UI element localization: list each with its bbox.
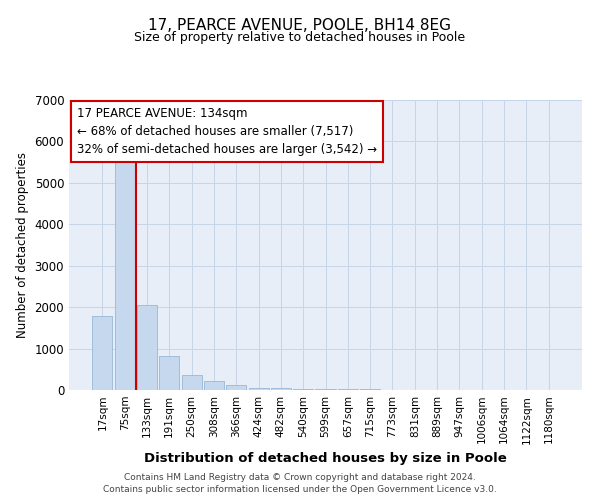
Bar <box>115 152 135 390</box>
Bar <box>271 388 291 390</box>
Text: Size of property relative to detached houses in Poole: Size of property relative to detached ho… <box>134 31 466 44</box>
Bar <box>204 381 224 390</box>
Bar <box>226 385 246 390</box>
Bar <box>248 388 269 390</box>
Bar <box>316 389 335 390</box>
Bar <box>293 389 313 390</box>
Text: 17 PEARCE AVENUE: 134sqm
← 68% of detached houses are smaller (7,517)
32% of sem: 17 PEARCE AVENUE: 134sqm ← 68% of detach… <box>77 108 377 156</box>
X-axis label: Distribution of detached houses by size in Poole: Distribution of detached houses by size … <box>144 452 507 465</box>
Y-axis label: Number of detached properties: Number of detached properties <box>16 152 29 338</box>
Bar <box>137 305 157 390</box>
Bar <box>159 356 179 390</box>
Text: 17, PEARCE AVENUE, POOLE, BH14 8EG: 17, PEARCE AVENUE, POOLE, BH14 8EG <box>149 18 452 32</box>
Bar <box>92 316 112 390</box>
Bar <box>182 374 202 390</box>
Text: Contains HM Land Registry data © Crown copyright and database right 2024.
Contai: Contains HM Land Registry data © Crown c… <box>103 472 497 494</box>
